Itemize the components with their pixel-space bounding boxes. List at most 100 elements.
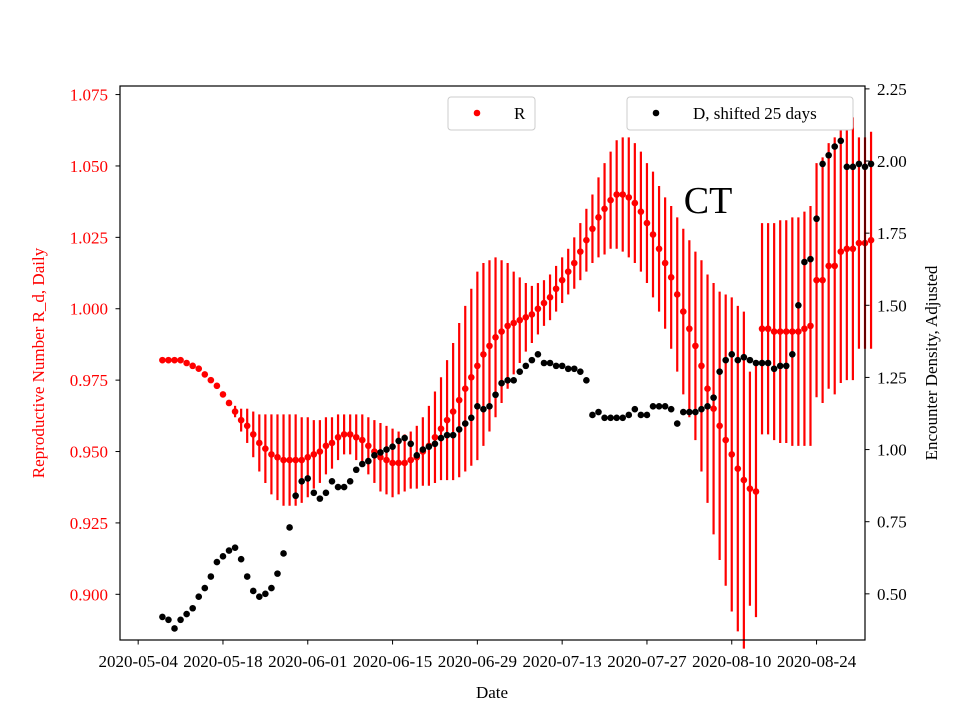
r-point	[346, 431, 354, 438]
r-point	[849, 245, 857, 253]
left-axis-label: Reproductive Number R_d, Daily	[29, 247, 48, 478]
plot-frame	[119, 85, 866, 641]
d-point	[480, 405, 487, 413]
left-tick-label: 1.075	[70, 86, 108, 105]
r-point	[310, 451, 318, 458]
x-tick-label: 2020-07-27	[607, 652, 687, 671]
d-point	[837, 137, 845, 145]
d-point	[661, 402, 669, 410]
r-point	[280, 456, 287, 464]
x-tick-label: 2020-06-01	[268, 652, 347, 671]
d-point	[328, 478, 336, 485]
d-point	[292, 492, 299, 500]
d-point	[401, 434, 408, 442]
r-point	[789, 328, 796, 335]
d-point	[734, 356, 742, 364]
r-point	[613, 191, 620, 198]
r-point	[231, 408, 239, 415]
d-point	[316, 495, 324, 502]
d-point	[371, 452, 378, 459]
r-point	[431, 433, 439, 441]
d-point	[655, 402, 663, 410]
d-point	[449, 431, 457, 439]
r-point	[195, 365, 203, 373]
d-point	[195, 593, 203, 601]
d-point	[764, 359, 772, 367]
r-point	[528, 311, 536, 318]
x-axis-label: Date	[476, 683, 508, 702]
d-point	[728, 351, 736, 358]
d-point	[813, 215, 820, 223]
legend-d-box	[626, 96, 854, 131]
d-point	[795, 301, 802, 309]
d-point	[607, 414, 614, 422]
d-point	[637, 411, 645, 419]
r-point	[298, 456, 306, 464]
r-point	[679, 308, 687, 315]
d-point	[534, 351, 542, 358]
r-point	[213, 382, 221, 390]
r-point	[698, 362, 705, 370]
d-point	[528, 356, 536, 364]
x-tick-label: 2020-06-29	[438, 652, 517, 671]
x-tick-label: 2020-05-04	[99, 652, 179, 671]
d-point	[867, 160, 875, 168]
x-tick-label: 2020-08-10	[692, 652, 771, 671]
r-point	[207, 376, 215, 384]
r-point	[437, 425, 445, 432]
r-point	[722, 436, 729, 444]
r-point	[177, 356, 184, 364]
r-point	[776, 328, 784, 335]
d-point	[249, 587, 257, 595]
d-point	[389, 443, 396, 450]
left-tick-label: 0.925	[70, 514, 108, 533]
d-point	[679, 408, 687, 416]
d-point	[437, 434, 445, 442]
r-point	[643, 219, 651, 227]
d-point	[752, 359, 760, 367]
d-point	[522, 362, 530, 370]
d-point	[431, 440, 439, 448]
d-point	[577, 368, 584, 375]
r-point	[601, 205, 608, 213]
r-point	[219, 391, 227, 398]
d-point	[183, 610, 190, 618]
r-point	[383, 456, 390, 464]
r-point	[655, 245, 663, 253]
r-point	[358, 436, 366, 444]
r-point	[516, 316, 524, 324]
r-point	[340, 431, 348, 438]
legend-d-marker	[652, 109, 660, 117]
d-point	[237, 555, 245, 563]
r-point	[389, 459, 396, 467]
r-point	[201, 371, 209, 378]
d-point	[280, 550, 287, 557]
r-point	[583, 236, 590, 244]
d-point	[322, 489, 330, 497]
r-point	[183, 359, 190, 367]
d-point	[171, 625, 178, 632]
d-point	[776, 362, 784, 370]
r-point	[395, 459, 402, 467]
d-point	[710, 394, 717, 401]
r-point	[443, 416, 451, 424]
r-point	[855, 239, 863, 247]
d-point	[468, 414, 475, 422]
r-point	[607, 196, 614, 204]
d-point	[583, 377, 590, 384]
x-tick-label: 2020-07-13	[522, 652, 601, 671]
d-point	[819, 160, 826, 168]
d-point	[358, 460, 366, 468]
r-point	[752, 488, 760, 495]
right-tick-label: 2.25	[877, 80, 907, 99]
d-point	[667, 405, 675, 413]
r-point	[249, 431, 257, 438]
d-point	[268, 584, 275, 592]
r-point	[704, 385, 711, 393]
d-point	[716, 368, 723, 375]
d-point	[770, 365, 778, 373]
right-tick-label: 1.00	[877, 441, 907, 460]
r-point	[692, 342, 699, 350]
r-point	[468, 373, 475, 381]
r-point	[540, 299, 548, 307]
